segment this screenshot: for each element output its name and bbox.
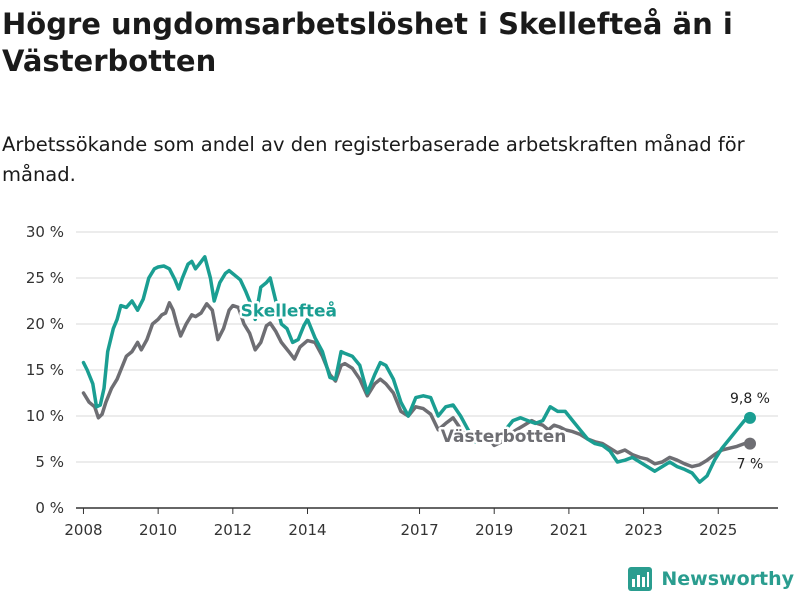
- gridlines: [76, 231, 778, 509]
- y-axis-ticks: 0 % 5 % 10 % 15 % 20 % 25 % 30 %: [26, 223, 64, 517]
- x-tick-label: 2025: [699, 521, 737, 539]
- chart-subtitle: Arbetssökande som andel av den registerb…: [2, 133, 745, 186]
- series-end-point-1: [743, 411, 756, 424]
- y-tick-label: 0 %: [35, 499, 64, 517]
- x-tick-label: 2010: [139, 521, 177, 539]
- brand-logo: Newsworthy: [627, 566, 794, 592]
- x-tick-label: 2017: [400, 521, 438, 539]
- series-line-0: [81, 301, 752, 469]
- series-label-skelleftea: Skellefteå: [241, 300, 337, 322]
- x-tick-label: 2019: [475, 521, 513, 539]
- x-tick-label: 2021: [550, 521, 588, 539]
- brand-name: Newsworthy: [661, 568, 794, 590]
- x-tick-label: 2012: [214, 521, 252, 539]
- y-tick-label: 5 %: [35, 453, 64, 471]
- series-labels: Västerbotten Skellefteå 9,8 % 7 %: [238, 297, 770, 473]
- series-end-point-0: [743, 437, 756, 450]
- series-label-vasterbotten: Västerbotten: [441, 427, 567, 447]
- y-tick-label: 20 %: [26, 315, 64, 333]
- y-tick-label: 30 %: [26, 223, 64, 241]
- x-tick-label: 2023: [624, 521, 662, 539]
- y-tick-label: 25 %: [26, 269, 64, 287]
- x-axis-ticks: 2008 2010 2012 2014 2017 2019 2021 2023 2025: [64, 508, 737, 539]
- end-value-label-vasterbotten: 7 %: [737, 457, 764, 473]
- chart-title: Högre ungdomsarbetslöshet i Skellefteå ä…: [2, 7, 733, 78]
- y-tick-label: 10 %: [26, 407, 64, 425]
- x-tick-label: 2014: [288, 521, 326, 539]
- x-tick-label: 2008: [64, 521, 102, 539]
- end-value-label-skelleftea: 9,8 %: [730, 391, 770, 407]
- series-lines: [81, 255, 756, 484]
- series-line-1: [81, 255, 752, 484]
- newsworthy-icon: [628, 567, 653, 591]
- y-tick-label: 15 %: [26, 361, 64, 379]
